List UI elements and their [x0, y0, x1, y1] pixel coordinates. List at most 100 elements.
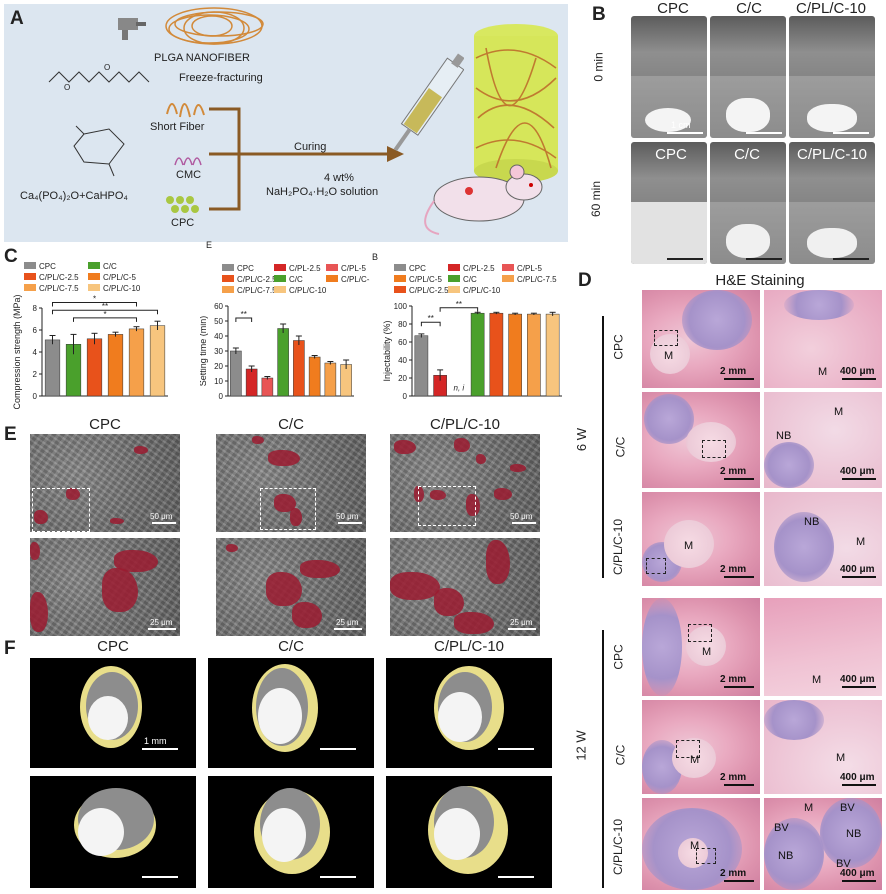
solution-line2: NaH₂PO₄·H₂O solution	[266, 186, 379, 198]
he-cplc10-6w-low: M 2 mm	[642, 492, 760, 586]
he-cc-6w-low: 2 mm	[642, 392, 760, 488]
f-title-3: C/PL/C-10	[433, 638, 505, 655]
legend-swatch	[24, 262, 36, 269]
chart-setting-time: CPC C/PL-2.5 C/PL-5 C/PL/C-2.5 C/C C/PL/C-5 C/…	[200, 264, 370, 401]
svg-text:O: O	[104, 63, 110, 72]
bar	[293, 340, 305, 397]
process-arrows	[209, 107, 404, 211]
he-cc-6w-high: NB M 400 μm	[764, 392, 882, 488]
b-col-2b: C/C	[734, 146, 760, 163]
legend-swatch	[88, 262, 100, 269]
chart-letter-b: B	[372, 252, 379, 262]
ct-cplc10-2	[386, 776, 552, 888]
bar	[230, 350, 242, 397]
significance-label: **	[456, 300, 462, 309]
significance-label: *	[93, 295, 96, 304]
e-title-2: C/C	[278, 416, 304, 433]
significance-bracket	[52, 302, 137, 307]
y-tick-label: 80	[398, 320, 407, 329]
legend-swatch	[88, 284, 100, 291]
e-scale-bottom-1: 25 μm	[150, 618, 173, 627]
y-tick-label: 2	[33, 370, 38, 379]
bracket-12w	[602, 630, 604, 888]
legend-swatch	[222, 286, 234, 293]
bv-label: BV	[840, 802, 855, 814]
legend-label: C/PL-2.5	[289, 264, 321, 273]
photo-cplc10-60min	[789, 142, 875, 264]
ct-cplc10-1	[386, 658, 552, 768]
y-tick-label: 50	[214, 317, 223, 326]
legend-swatch	[448, 264, 460, 271]
he-cpc-12w-low: M 2 mm	[642, 598, 760, 696]
m-label: M	[804, 802, 814, 814]
photo-cpc-60min	[631, 142, 707, 264]
y-tick-label: 100	[394, 302, 408, 311]
legend-swatch	[222, 264, 234, 271]
bracket-6w	[602, 316, 604, 578]
b-col-3: C/PL/C-10	[795, 0, 867, 17]
legend-swatch	[448, 286, 460, 293]
e-scale-bottom-3: 25 μm	[510, 618, 533, 627]
he-scale: 2 mm	[720, 868, 747, 879]
significance-bracket	[420, 321, 441, 327]
bar	[545, 313, 560, 397]
bar	[527, 313, 541, 397]
legend-swatch	[502, 275, 514, 282]
b-col-3b: C/PL/C-10	[796, 146, 868, 163]
nb-label: NB	[846, 828, 862, 840]
sem-cpc-top: 50 μm	[30, 434, 180, 532]
legend-label: CPC	[409, 264, 426, 273]
m-label: M	[690, 840, 700, 852]
f-scale-label: 1 mm	[144, 736, 167, 746]
m-label: M	[856, 536, 866, 548]
nb-label: NB	[776, 430, 792, 442]
legend-swatch	[326, 264, 338, 271]
y-tick-label: 20	[214, 362, 223, 371]
cmc-label: CMC	[176, 169, 202, 181]
legend-label: C/PL/C-5	[409, 275, 442, 284]
legend-label: C/C	[289, 275, 303, 284]
e-scale-top-2: 50 μm	[336, 512, 359, 521]
bar	[149, 325, 166, 397]
legend-swatch	[326, 275, 338, 282]
y-axis-label: Setting time (min)	[200, 316, 208, 387]
he-cplc10-12w-low: M 2 mm	[642, 798, 760, 890]
m-label: M	[834, 406, 844, 418]
b-row-1: 0 min	[591, 52, 606, 82]
he-scale: 400 μm	[840, 466, 875, 477]
e-title-1: CPC	[89, 416, 121, 433]
significance-label: **	[241, 310, 247, 319]
legend-swatch	[394, 286, 406, 293]
panel-label-e: E	[4, 424, 17, 445]
photo-cc-60min	[710, 142, 786, 264]
cmc-icon	[174, 157, 202, 166]
significance-bracket	[235, 317, 253, 322]
legend-label: C/PL/C-2.5	[409, 286, 449, 295]
legend-swatch	[448, 275, 460, 282]
significance-label: **	[102, 302, 108, 311]
he-row-2: C/C	[613, 436, 628, 458]
formula-label: Ca₄(PO₄)₂O+CaHPO₄	[20, 190, 128, 202]
sem-cc-bottom: 25 μm	[216, 538, 366, 636]
photo-cpc-0min: 1 cm	[631, 16, 707, 138]
bar	[107, 334, 124, 397]
he-row-3: C/PL/C-10	[611, 518, 626, 576]
he-scale: 2 mm	[720, 564, 747, 575]
y-tick-label: 4	[33, 348, 38, 357]
legend-label: C/C	[103, 262, 117, 271]
m-label: M	[702, 646, 712, 658]
m-label: M	[812, 674, 822, 686]
legend-label: C/PL/C-7.5	[237, 286, 277, 295]
e-scale-bottom-2: 25 μm	[336, 618, 359, 627]
he-scale: 400 μm	[840, 674, 875, 685]
bar	[489, 312, 504, 397]
y-tick-label: 10	[214, 377, 223, 386]
he-row-6: C/PL/C-10	[611, 818, 626, 876]
y-tick-label: 0	[33, 392, 38, 401]
sem-cc-top: 50 μm	[216, 434, 366, 532]
he-scale: 400 μm	[840, 772, 875, 783]
m-label: M	[690, 754, 700, 766]
legend-swatch	[394, 275, 406, 282]
e-scale-top-3: 50 μm	[510, 512, 533, 521]
legend-swatch	[394, 264, 406, 271]
